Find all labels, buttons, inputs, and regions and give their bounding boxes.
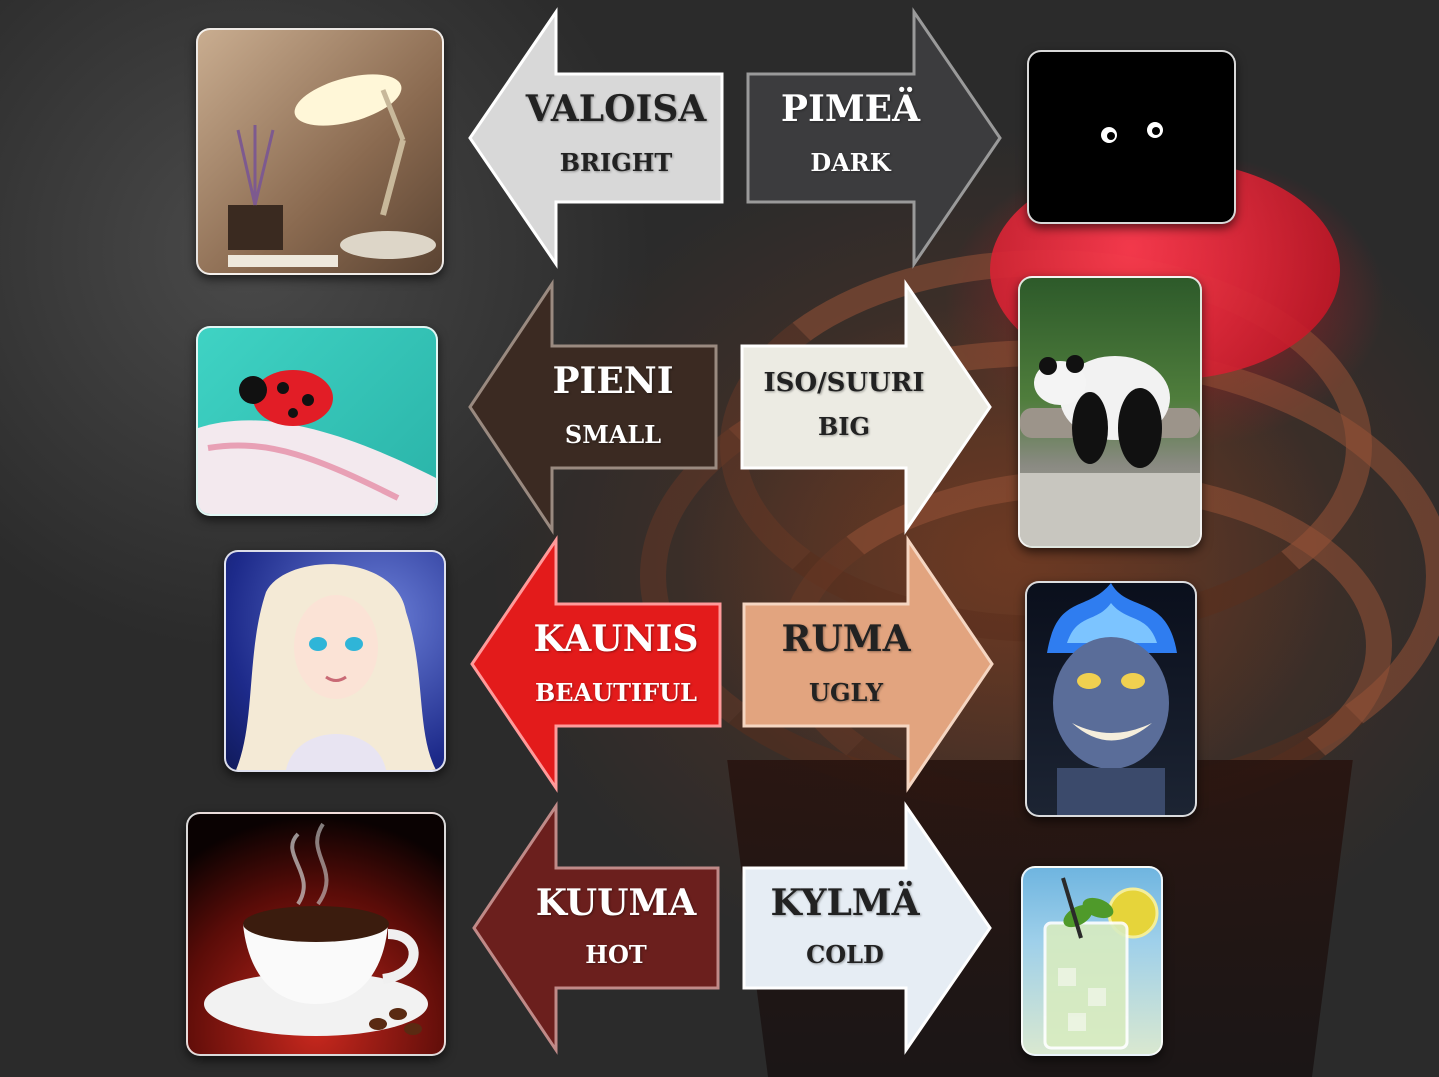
picture-desk-lamp [196, 28, 444, 275]
translation-label: DARK [810, 148, 891, 177]
picture-blue-flame-villain [1025, 581, 1197, 817]
arrow-left-pieni: PIENI SMALL [468, 279, 718, 535]
picture-ladybug [196, 326, 438, 516]
picture-panda [1018, 276, 1202, 548]
translation-label: UGLY [809, 678, 883, 707]
arrow-shape [742, 801, 992, 1055]
word-label: KUUMA [535, 882, 697, 924]
picture-princess [224, 550, 446, 772]
lamp-icon [228, 74, 436, 267]
iced-drink-icon [1043, 877, 1159, 1050]
eyes-icon [1101, 122, 1163, 143]
arrow-left-kuuma: KUUMA HOT [472, 801, 720, 1055]
picture-eyes-in-dark [1027, 50, 1236, 224]
arrow-left-valoisa: VALOISA BRIGHT [468, 7, 724, 269]
villain-icon [1047, 583, 1177, 815]
arrow-left-kaunis: KAUNIS BEAUTIFUL [470, 535, 722, 793]
panda-icon [1020, 355, 1200, 546]
word-label: PIMEÄ [780, 88, 921, 130]
arrow-right-kylma: KYLMÄ COLD [742, 801, 992, 1055]
word-label: KAUNIS [533, 618, 699, 660]
picture-iced-drink [1021, 866, 1163, 1056]
arrow-shape [472, 801, 720, 1055]
word-label: PIENI [552, 360, 674, 402]
coffee-cup-icon [204, 822, 428, 1036]
translation-label: COLD [806, 940, 884, 969]
word-label: KYLMÄ [770, 882, 920, 924]
word-label: ISO/SUURI [763, 368, 925, 398]
arrow-shape [746, 7, 1002, 269]
picture-hot-coffee [186, 812, 446, 1056]
arrow-right-ruma: RUMA UGLY [742, 535, 994, 793]
translation-label: HOT [585, 940, 647, 969]
arrow-right-pimea: PIMEÄ DARK [746, 7, 1002, 269]
arrow-shape [740, 279, 992, 535]
arrow-shape [468, 7, 724, 269]
arrow-shape [742, 535, 994, 793]
word-label: VALOISA [525, 88, 707, 130]
translation-label: BEAUTIFUL [534, 678, 698, 707]
ladybug-icon [198, 370, 436, 514]
translation-label: SMALL [564, 420, 662, 449]
translation-label: BIG [817, 412, 870, 441]
word-label: RUMA [781, 618, 911, 660]
arrow-shape [468, 279, 718, 535]
arrow-right-iso-suuri: ISO/SUURI BIG [740, 279, 992, 535]
arrow-shape [470, 535, 722, 793]
princess-icon [236, 564, 436, 770]
translation-label: BRIGHT [559, 148, 673, 177]
